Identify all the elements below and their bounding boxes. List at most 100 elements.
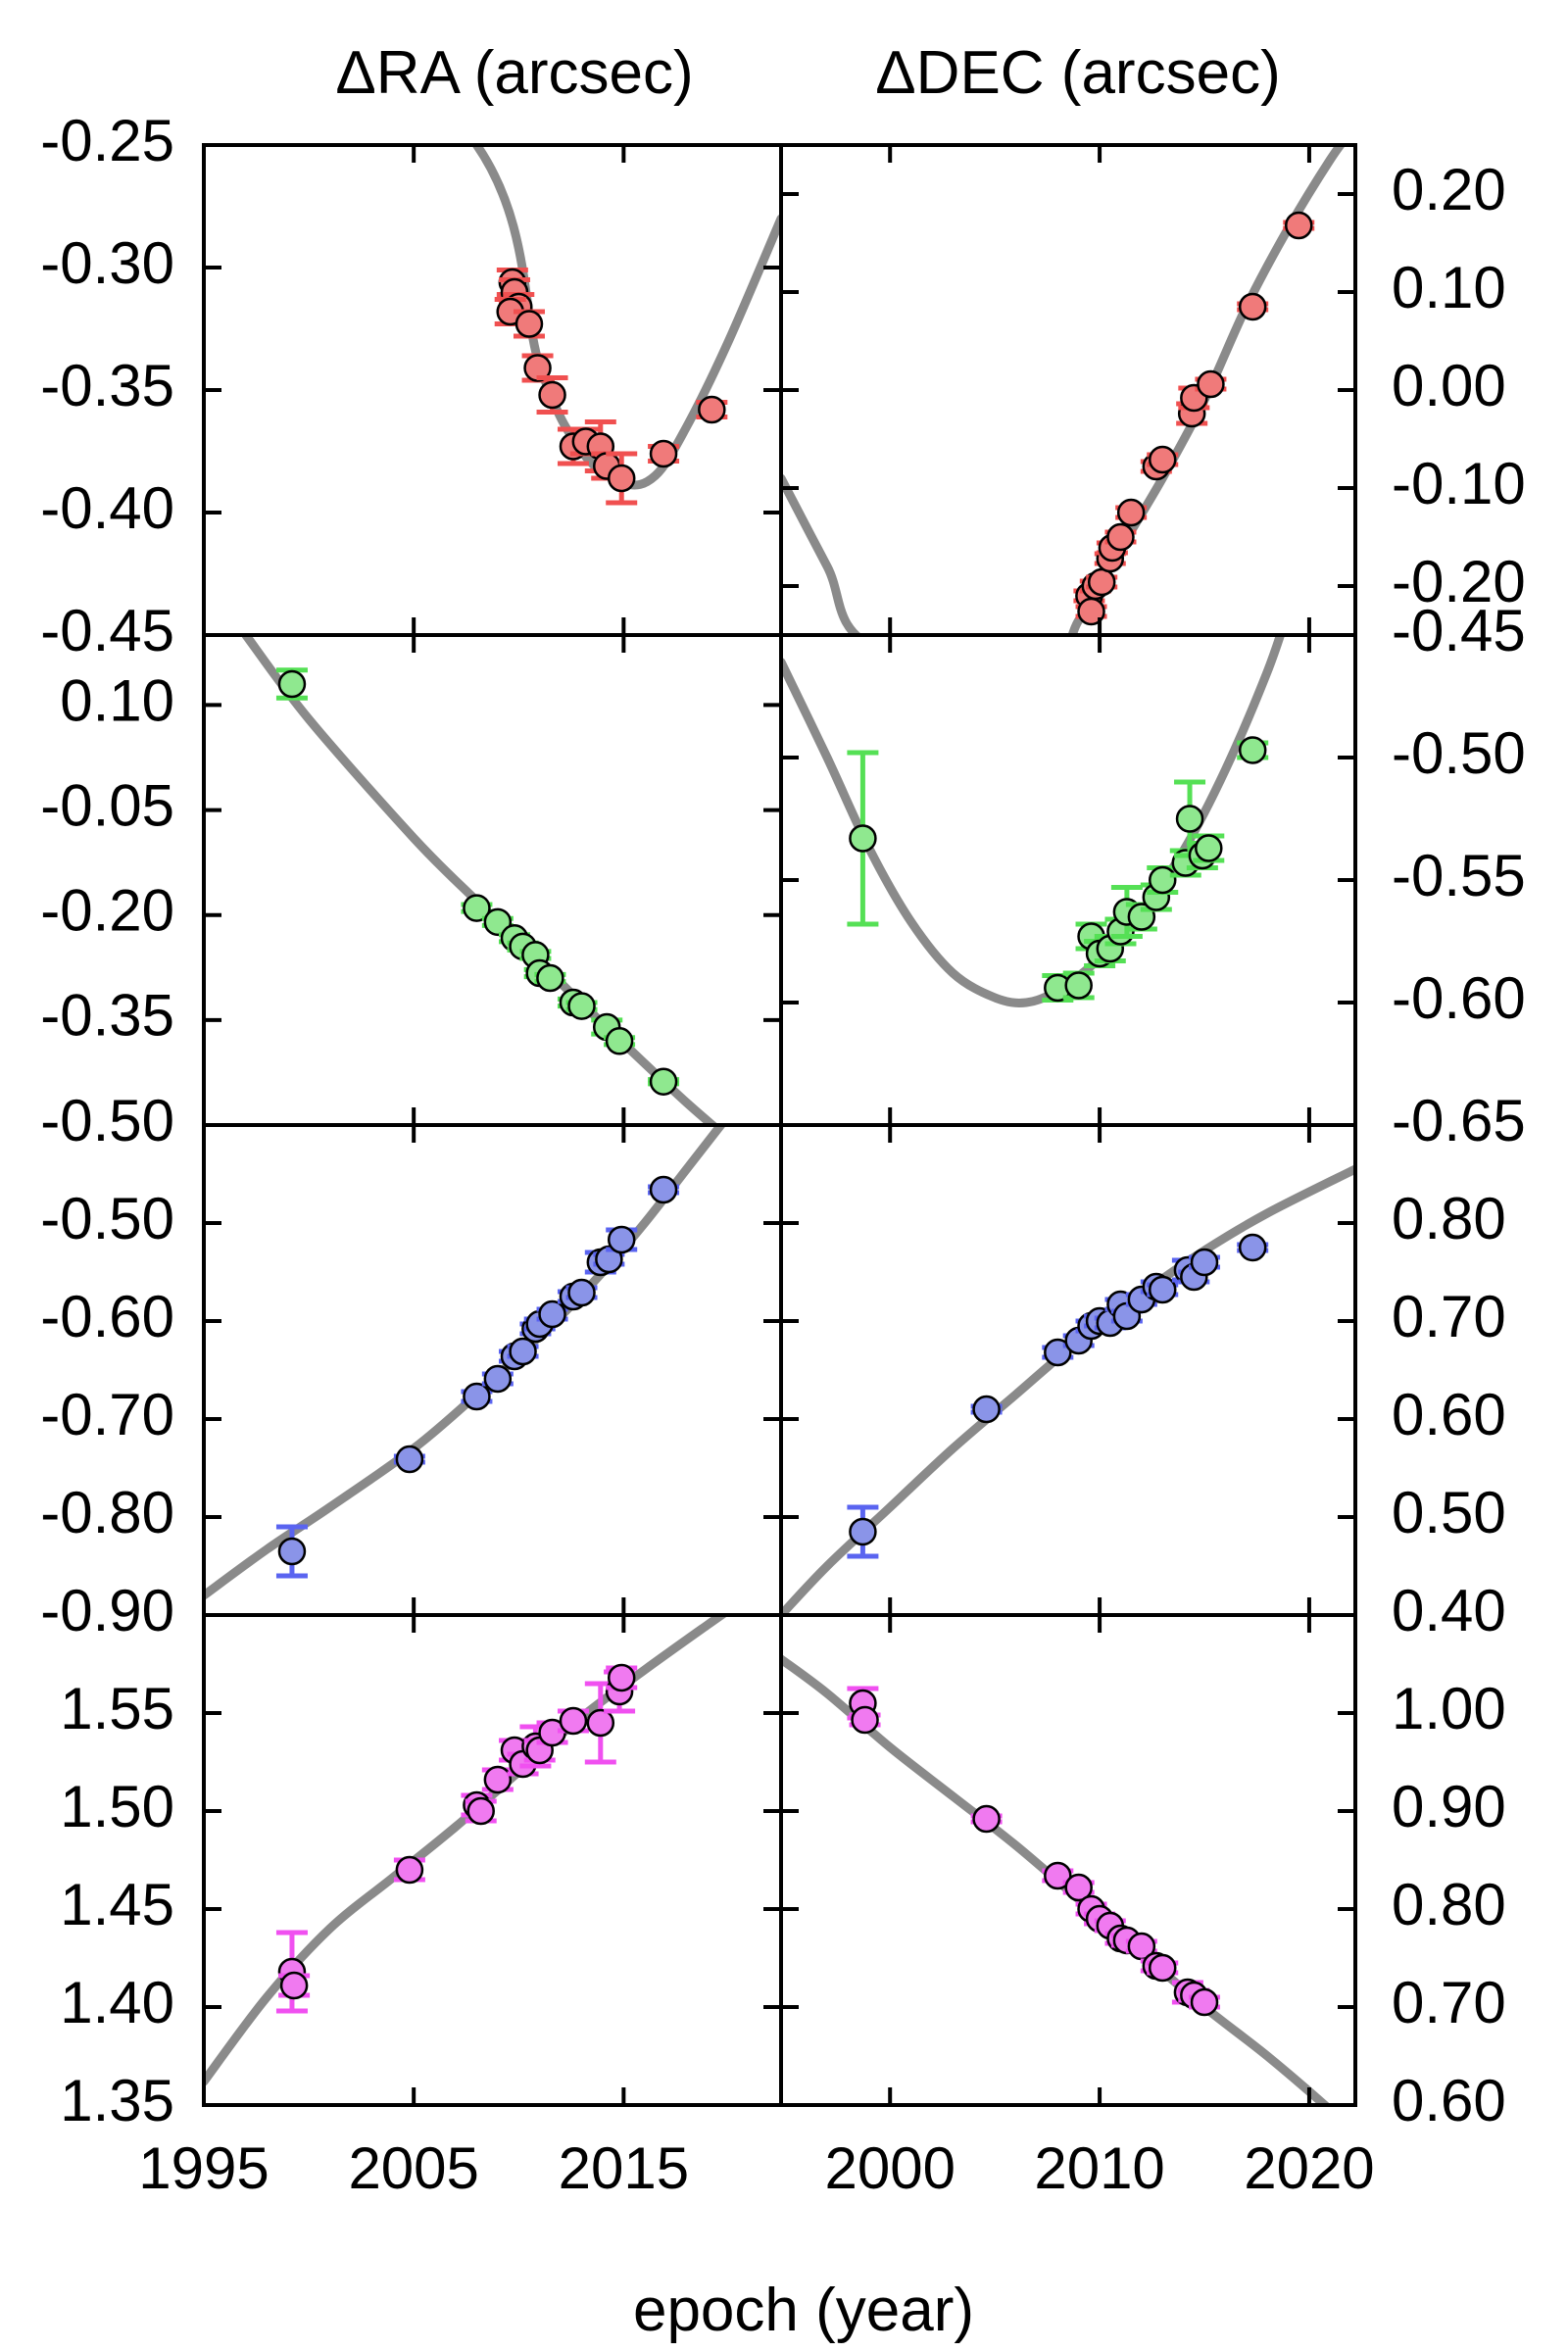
point-marker [514, 310, 544, 338]
data-point [481, 1364, 514, 1394]
point-marker [1195, 834, 1223, 862]
y-tick-label: -0.65 [1392, 1088, 1526, 1153]
y-tick-label: -0.10 [1392, 451, 1526, 516]
point-marker [1148, 865, 1177, 895]
data-point [465, 1796, 497, 1826]
y-tick-label: 1.40 [60, 1970, 174, 2035]
point-marker [851, 1705, 879, 1735]
data-point [481, 907, 514, 937]
data-point [584, 1681, 616, 1765]
y-tick-label: 0.00 [1392, 353, 1506, 418]
data-point [536, 375, 568, 415]
point-marker [1148, 1275, 1177, 1304]
data-point [847, 750, 879, 927]
panel-blue-ra: -0.50 -0.60 -0.70 -0.80 -0.90 [40, 1123, 783, 1643]
y-tick-label: -0.80 [40, 1480, 174, 1545]
data-point [275, 667, 308, 701]
y-tick-label: 0.90 [1392, 1774, 1506, 1839]
panel-magenta-dec: 1.00 0.90 0.80 0.70 0.60 2000 2010 2020 [779, 1613, 1506, 2201]
x-tick-label: 2005 [348, 2135, 478, 2201]
y-tick-label: 0.70 [1392, 1970, 1506, 2035]
panel-blue-dec: 0.80 0.70 0.60 0.50 0.40 [779, 1123, 1506, 1643]
point-marker [1285, 211, 1313, 240]
point-marker [649, 1067, 678, 1096]
data-point [278, 1971, 311, 2000]
y-tick-label: 0.60 [1392, 1382, 1506, 1447]
point-marker [649, 439, 678, 468]
panel-frame [779, 143, 1357, 637]
point-marker [1197, 369, 1225, 399]
point-marker [483, 1765, 513, 1794]
point-marker [1064, 971, 1093, 1000]
y-tick-label: -0.70 [40, 1382, 174, 1447]
point-marker [849, 1517, 877, 1546]
point-marker [972, 1395, 1001, 1424]
y-tick-label: -0.55 [1392, 843, 1526, 908]
data-point [393, 1445, 425, 1474]
panel-red-ra: -0.25 -0.30 -0.35 -0.40 -0.45 [40, 108, 783, 663]
y-tick-label: -0.25 [40, 108, 174, 173]
x-tick-label: 1995 [138, 2135, 269, 2201]
point-marker [849, 824, 877, 853]
point-marker [483, 907, 513, 937]
panel-frame [779, 633, 1357, 1127]
x-tick-label: 2015 [559, 2135, 689, 2201]
y-tick-label: 0.80 [1392, 1186, 1506, 1251]
y-tick-label: -0.45 [1392, 598, 1526, 663]
data-point [1086, 567, 1118, 597]
y-tick-label: -0.60 [1392, 965, 1526, 1031]
point-marker [1190, 1248, 1219, 1277]
data-point [1147, 1275, 1179, 1304]
point-marker [1064, 1873, 1093, 1902]
data-point [1125, 902, 1157, 932]
y-tick-label: 0.20 [1392, 157, 1506, 222]
y-tick-label: -0.60 [40, 1284, 174, 1349]
point-marker [605, 1027, 634, 1055]
y-tick-label: 0.70 [1392, 1284, 1506, 1349]
point-marker [595, 1245, 623, 1274]
y-tick-label: -0.05 [40, 772, 174, 838]
data-point [648, 1067, 680, 1096]
data-point [849, 1705, 881, 1735]
data-point [606, 1225, 638, 1254]
data-point [1115, 498, 1148, 527]
point-marker [538, 380, 566, 410]
data-point [1147, 445, 1179, 474]
point-marker [277, 1537, 307, 1566]
data-point [1062, 970, 1095, 1001]
point-marker [466, 1796, 495, 1826]
x-axis-label: epoch (year) [633, 2277, 974, 2344]
point-marker [395, 1445, 424, 1474]
point-marker [279, 1971, 309, 2000]
data-point [534, 963, 566, 993]
data-point [970, 1395, 1003, 1424]
data-point [1237, 292, 1269, 321]
y-tick-label: -0.20 [1392, 549, 1526, 614]
data-point [1189, 1248, 1221, 1277]
point-marker [567, 992, 596, 1020]
y-tick-label: -0.45 [40, 598, 174, 663]
data-point [606, 451, 638, 506]
y-tick-label: 1.00 [1392, 1676, 1506, 1741]
y-tick-label: -0.50 [40, 1088, 174, 1153]
point-marker [523, 354, 552, 382]
data-point [1147, 865, 1179, 895]
panel-green-dec: -0.45 -0.50 -0.55 -0.60 -0.65 [779, 598, 1526, 1153]
data-point [519, 941, 552, 969]
y-tick-label: 0.10 [1392, 255, 1506, 320]
x-tick-label: 2020 [1244, 2135, 1374, 2201]
point-marker [972, 1804, 1001, 1834]
point-marker [1175, 805, 1204, 833]
y-tick-label: 0.10 [60, 667, 174, 733]
panel-green-ra: 0.10 -0.05 -0.20 -0.35 -0.50 [40, 633, 783, 1153]
data-point [696, 395, 728, 424]
data-point [1195, 369, 1227, 399]
data-point [847, 1504, 879, 1559]
data-point [507, 1337, 539, 1366]
fit-curve [470, 145, 781, 490]
panel-frame [779, 1613, 1357, 2107]
panel-frame [202, 633, 783, 1127]
point-marker [586, 1708, 615, 1738]
